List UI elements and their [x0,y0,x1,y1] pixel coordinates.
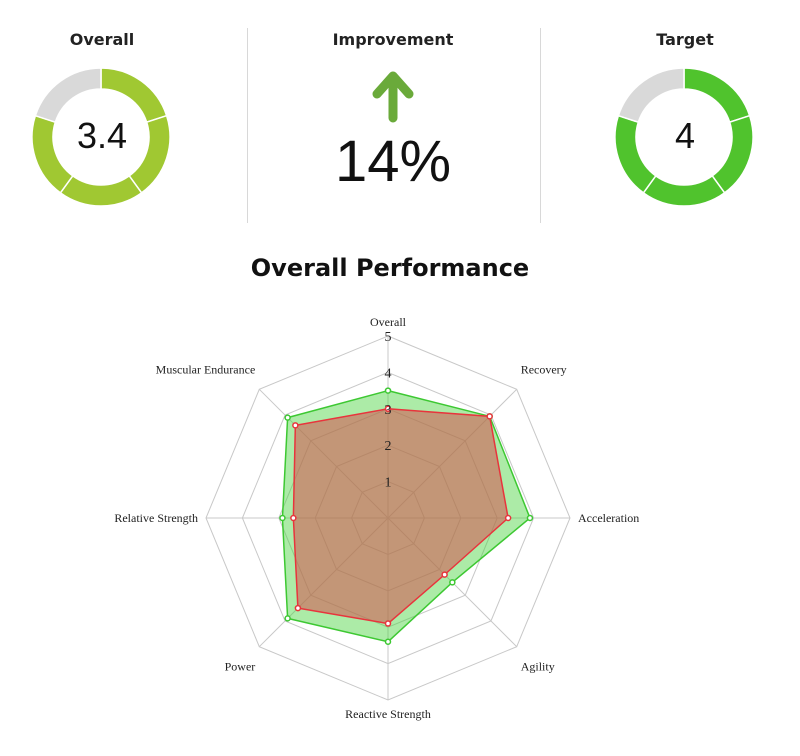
radar-axis-label: Reactive Strength [345,707,431,721]
radar-point [449,579,456,586]
radar-axis-label: Muscular Endurance [156,362,256,376]
overall-value: 3.4 [76,115,128,156]
radar-axis-label: Recovery [521,362,567,376]
donut-segment [34,67,102,124]
donut-segment [642,174,726,207]
radar-tick-label: 5 [385,330,392,345]
radar-point [384,638,392,646]
radar-point [292,422,299,429]
radar-axis-label: Power [225,660,256,674]
radar-axis-label: Acceleration [578,511,639,525]
radar-tick-label: 3 [385,403,392,418]
improvement-value: 14% [334,129,452,194]
radar-point [284,615,291,622]
radar-point [441,571,448,578]
kpi-divider-left [247,28,248,223]
radar-axis-label: Relative Strength [114,511,198,525]
radar-point [279,514,286,522]
target-value: 4 [674,115,696,156]
target-donut [614,67,754,207]
radar-point [384,405,392,413]
radar-tick-label: 1 [385,476,392,491]
radar-tick-label: 4 [385,366,392,381]
radar-point [384,387,392,394]
radar-point [284,414,291,421]
overall-kpi-title: Overall [69,30,135,49]
radar-point [486,413,493,420]
radar-axis-label: Overall [370,315,407,329]
improvement-kpi-title: Improvement [332,30,454,49]
arrow-up-icon [372,71,414,123]
radar-axis-label: Agility [521,660,555,674]
radar-series-area [292,408,509,625]
radar-tick-label: 2 [385,439,392,454]
radar-point [526,514,534,522]
chart-title: Overall Performance [250,254,530,282]
kpi-divider-right [540,28,541,223]
radar-point [384,620,392,627]
target-kpi-title: Target [656,30,714,49]
donut-segment [617,67,685,124]
donut-segment [59,174,143,207]
radar-point [290,514,297,522]
radar-point [294,604,302,612]
overall-donut [31,67,171,207]
radar-point [504,514,512,522]
